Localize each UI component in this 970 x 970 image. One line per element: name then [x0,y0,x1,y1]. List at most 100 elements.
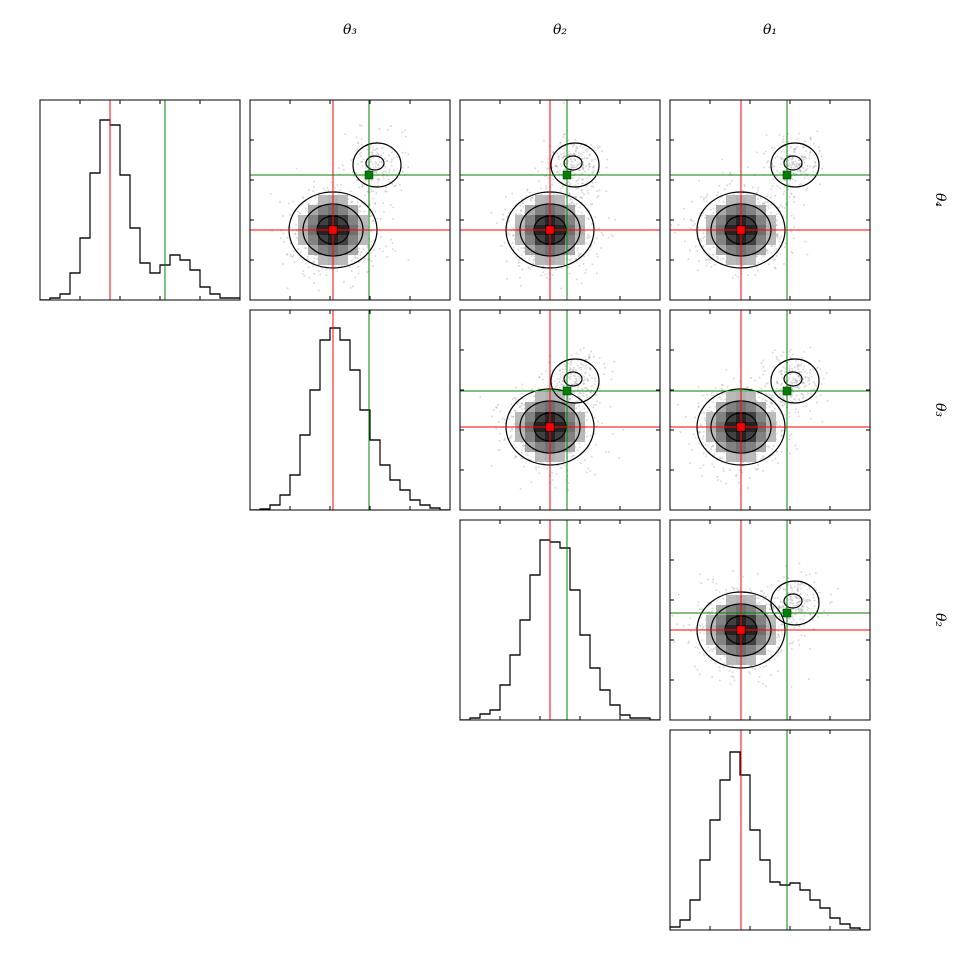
truth-point-alt [562,170,572,180]
sample-point [362,158,365,161]
sample-point [754,274,757,277]
sample-point [574,150,577,153]
sample-point [805,189,808,192]
sample-point [815,395,818,398]
sample-point [490,211,493,214]
sample-point [351,200,354,203]
sample-point [313,257,316,260]
sample-point [803,405,806,408]
sample-point [804,240,807,243]
sample-point [378,160,381,163]
sample-point [717,257,720,260]
sample-point [570,455,573,458]
sample-point [370,190,373,193]
sample-point [787,159,790,162]
sample-point [809,368,812,371]
sample-point [813,581,816,584]
sample-point [756,254,759,257]
sample-point [788,376,791,379]
sample-point [792,160,795,163]
sample-point [757,201,760,204]
sample-point [800,392,803,395]
sample-point [591,172,594,175]
sample-point [795,164,798,167]
sample-point [787,141,790,144]
sample-point [572,366,575,369]
panel-frame [459,519,661,721]
sample-point [788,162,791,165]
sample-point [557,155,560,158]
sample-point [562,155,565,158]
sample-point [776,233,779,236]
sample-point [358,186,361,189]
sample-point [756,269,759,272]
sample-point [701,394,704,397]
sample-point [568,397,571,400]
density-cell [318,235,328,245]
sample-point [592,406,595,409]
sample-point [806,187,809,190]
sample-point [570,166,573,169]
sample-point [369,160,372,163]
sample-point [721,171,724,174]
sample-point [380,161,383,164]
sample-point [711,391,714,394]
sample-point [564,162,567,165]
sample-point [585,471,588,474]
sample-point [791,156,794,159]
sample-point [390,158,393,161]
sample-point [801,146,804,149]
sample-point [559,142,562,145]
density-cell [746,255,756,265]
sample-point [793,200,796,203]
sample-point [534,167,537,170]
sample-point [575,166,578,169]
sample-point [693,223,696,226]
sample-point [700,240,703,243]
sample-point [561,380,564,383]
sample-point [377,177,380,180]
sample-point [711,394,714,397]
sample-point [770,245,773,248]
density-cell [766,215,776,225]
sample-point [791,382,794,385]
sample-point [581,168,584,171]
sample-point [670,224,673,227]
sample-point [802,204,805,207]
sample-point [595,394,598,397]
sample-point [581,388,584,391]
sample-point [517,264,520,267]
sample-point [391,248,394,251]
sample-point [305,247,308,250]
sample-point [802,381,805,384]
sample-point [571,368,574,371]
sample-point [342,280,345,283]
sample-point [768,405,771,408]
sample-point [788,373,791,376]
sample-point [563,148,566,151]
sample-point [385,245,388,248]
sample-point [579,368,582,371]
sample-point [587,467,590,470]
sample-point [289,213,292,216]
sample-point [772,410,775,413]
sample-point [708,258,711,261]
sample-point [682,207,685,210]
sample-point [366,244,369,247]
sample-point [366,169,369,172]
sample-point [764,685,767,688]
sample-point [570,258,573,261]
sample-point [313,272,316,275]
sample-point [578,366,581,369]
sample-point [593,473,596,476]
sample-point [588,374,591,377]
sample-point [775,235,778,238]
sample-point [798,183,801,186]
sample-point [783,178,786,181]
sample-point [357,247,360,250]
contour [563,371,583,387]
sample-point [374,202,377,205]
sample-point [796,138,799,141]
sample-point [779,172,782,175]
sample-point [564,168,567,171]
